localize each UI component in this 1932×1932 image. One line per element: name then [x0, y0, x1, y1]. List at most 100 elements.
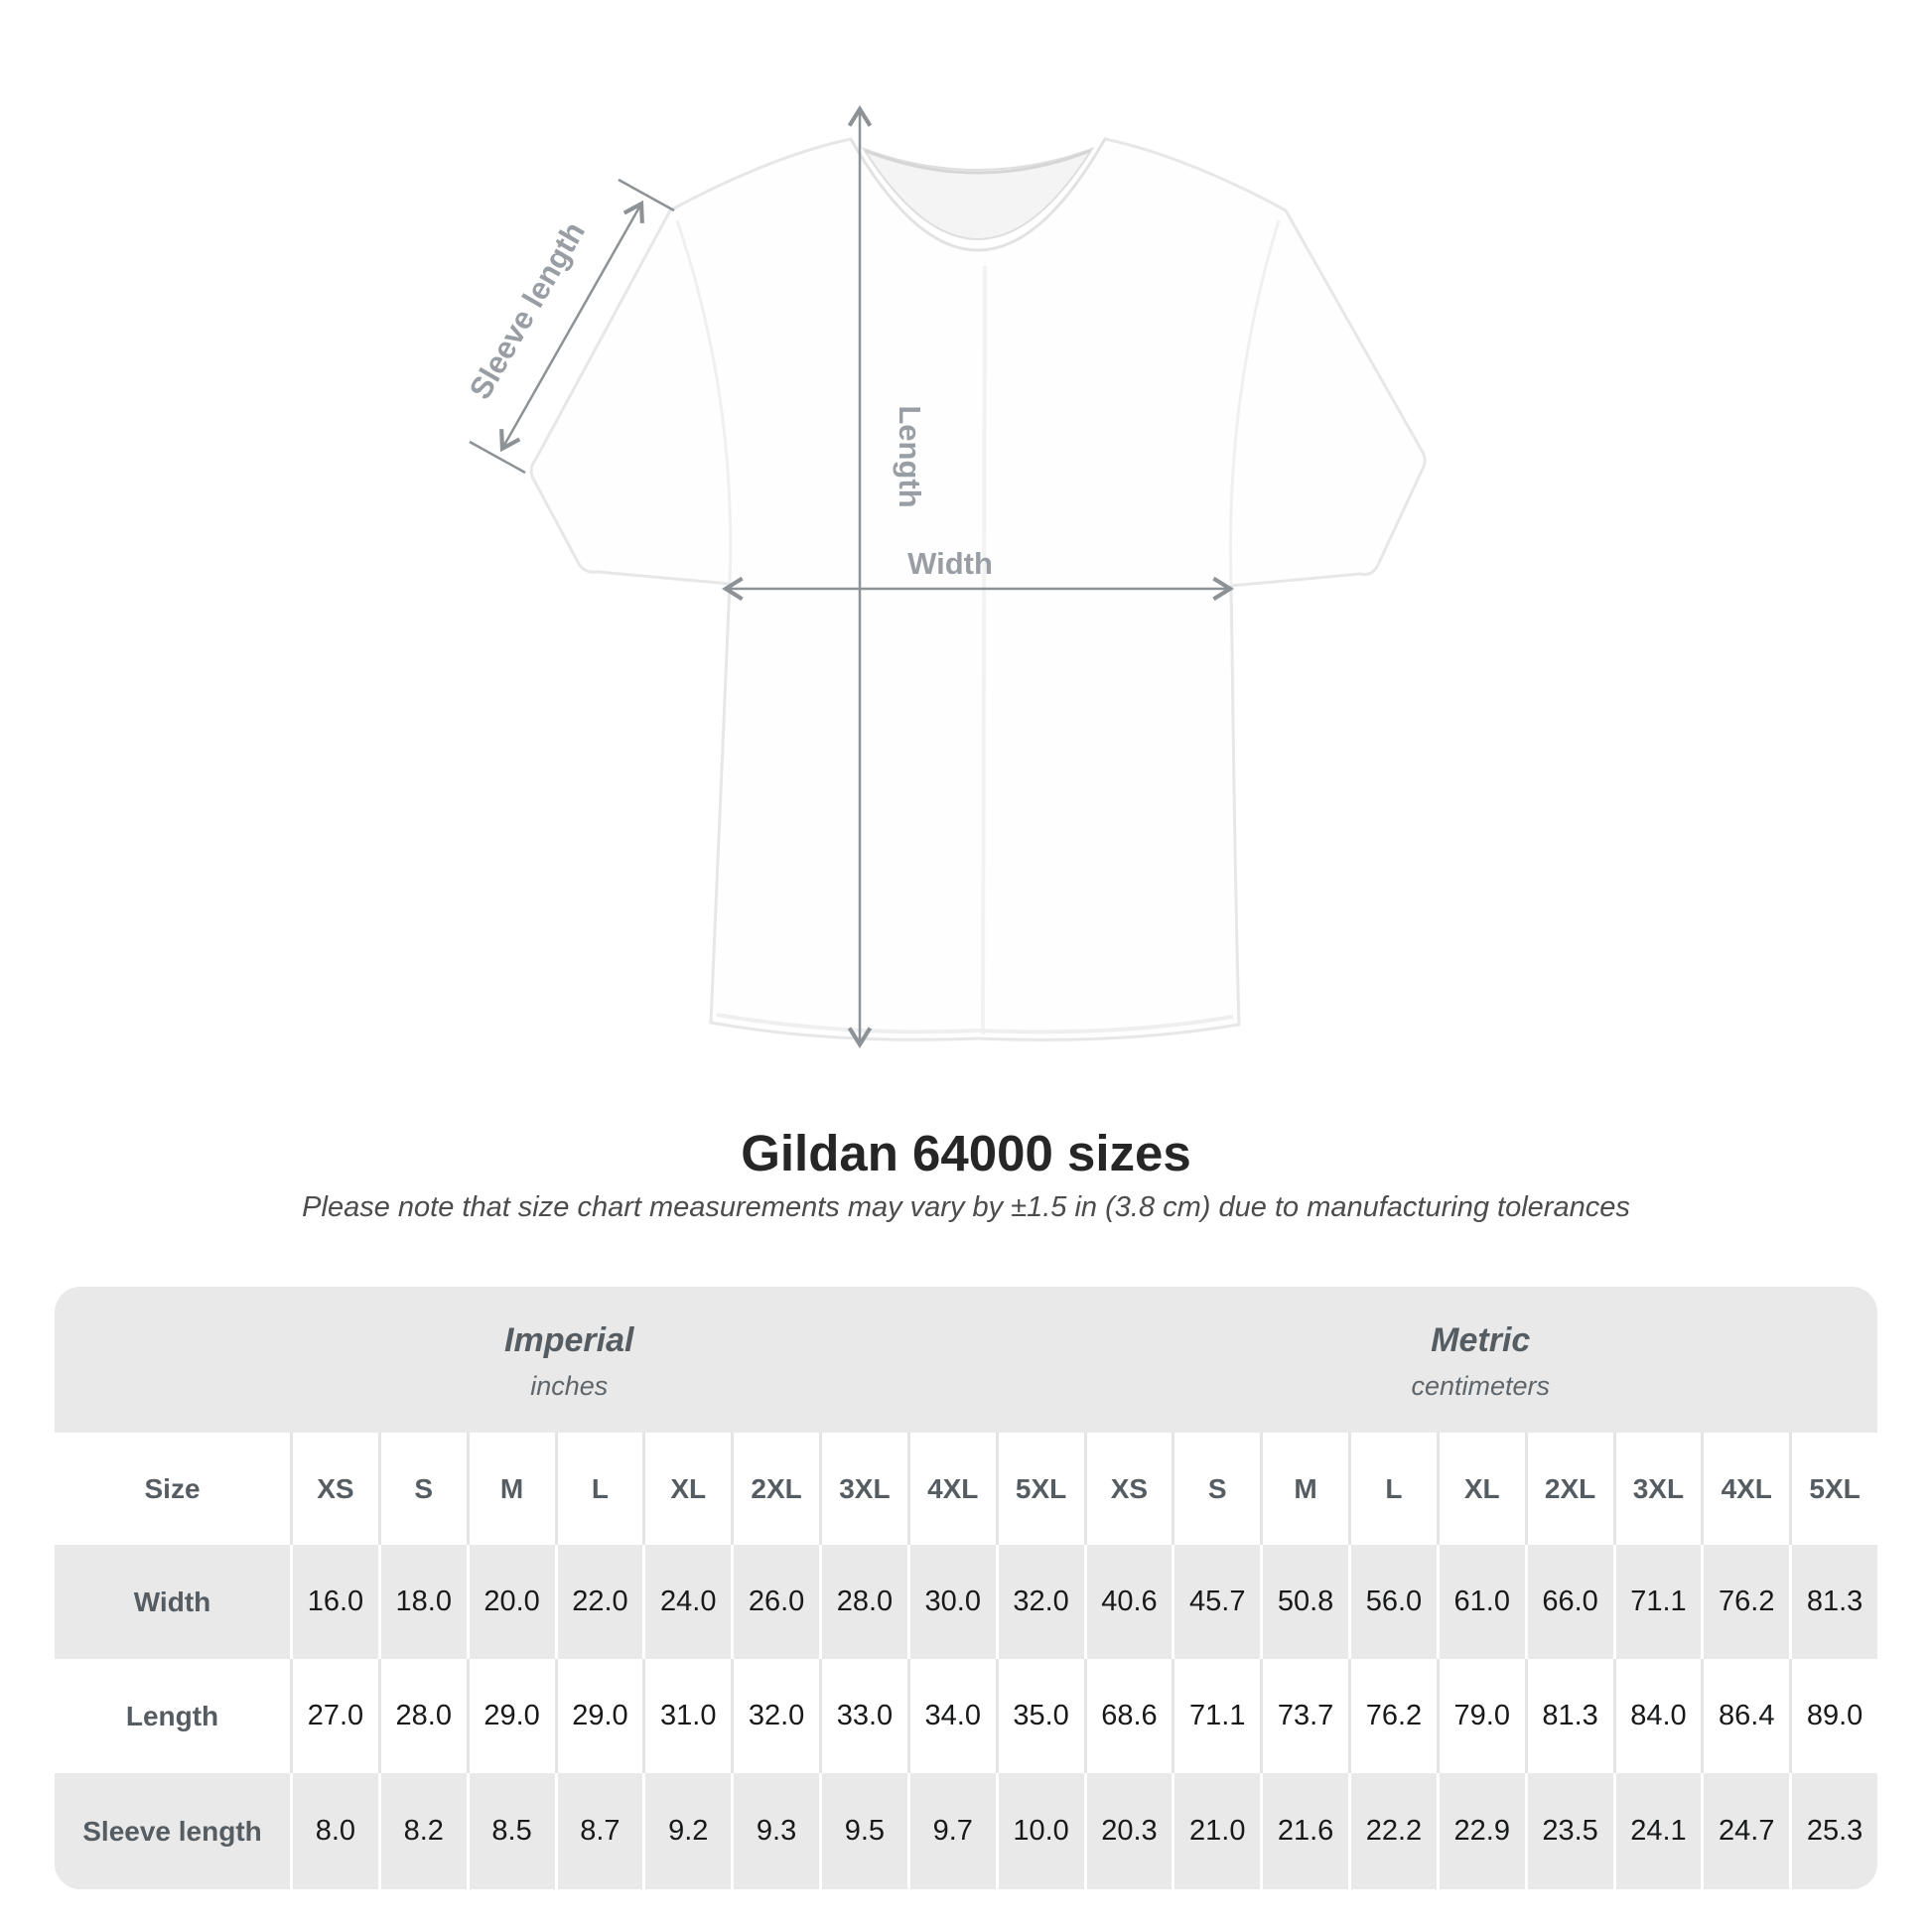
- size-header-metric-m: M: [1260, 1433, 1348, 1545]
- metric-label: Metric: [1431, 1321, 1531, 1359]
- sleeve-arrow-end-cap: [618, 178, 675, 212]
- value-cell: 31.0: [642, 1659, 732, 1773]
- metric-group-header: Metric centimeters: [1084, 1287, 1878, 1433]
- value-cell: 50.8: [1260, 1545, 1348, 1659]
- value-cell: 34.0: [906, 1659, 996, 1773]
- size-header-imperial-xl: XL: [642, 1433, 732, 1545]
- right-sleeve-seam: [1228, 219, 1281, 585]
- size-header-imperial-5xl: 5XL: [995, 1433, 1084, 1545]
- value-cell: 20.3: [1083, 1773, 1173, 1889]
- value-cell: 22.2: [1348, 1773, 1437, 1889]
- value-cell: 10.0: [995, 1773, 1084, 1889]
- sleeve-length-label: Sleeve length: [463, 215, 592, 405]
- size-header-imperial-3xl: 3XL: [819, 1433, 907, 1545]
- sleeve-arrow-start-cap: [469, 440, 526, 475]
- value-cell: 35.0: [995, 1659, 1084, 1773]
- hem-shadow: [716, 1013, 1234, 1035]
- measurement-annotations: [469, 104, 1235, 1049]
- collar-inner-shadow: [865, 149, 1091, 175]
- row-label-length: Length: [55, 1659, 290, 1773]
- value-cell: 16.0: [290, 1545, 378, 1659]
- value-cell: 32.0: [995, 1545, 1084, 1659]
- page-title: Gildan 64000 sizes: [741, 1125, 1191, 1181]
- value-cell: 29.0: [466, 1659, 555, 1773]
- value-cell: 71.1: [1172, 1659, 1261, 1773]
- size-header-metric-s: S: [1172, 1433, 1261, 1545]
- size-header-imperial-2xl: 2XL: [731, 1433, 819, 1545]
- value-cell: 24.7: [1701, 1773, 1790, 1889]
- collar-band-outer: [849, 138, 1107, 251]
- size-header-imperial-4xl: 4XL: [906, 1433, 996, 1545]
- value-cell: 8.2: [377, 1773, 467, 1889]
- width-label: Width: [907, 546, 993, 581]
- value-cell: 28.0: [819, 1545, 907, 1659]
- value-cell: 33.0: [819, 1659, 907, 1773]
- value-cell: 81.3: [1789, 1545, 1877, 1659]
- size-header-metric-l: L: [1348, 1433, 1437, 1545]
- value-cell: 30.0: [906, 1545, 996, 1659]
- value-cell: 24.1: [1612, 1773, 1702, 1889]
- value-cell: 20.0: [466, 1545, 555, 1659]
- value-cell: 76.2: [1348, 1659, 1437, 1773]
- collar-opening: [861, 147, 1095, 240]
- fabric-crease: [981, 265, 987, 1035]
- tolerance-note: Please note that size chart measurements…: [302, 1191, 1630, 1223]
- value-cell: 68.6: [1083, 1659, 1173, 1773]
- size-header-metric-3xl: 3XL: [1612, 1433, 1702, 1545]
- size-column-header: Size: [55, 1433, 290, 1545]
- imperial-group-header: Imperial inches: [55, 1287, 1084, 1433]
- size-header-imperial-m: M: [466, 1433, 555, 1545]
- value-cell: 8.5: [466, 1773, 555, 1889]
- value-cell: 22.9: [1436, 1773, 1525, 1889]
- value-cell: 24.0: [642, 1545, 732, 1659]
- size-header-imperial-l: L: [554, 1433, 643, 1545]
- value-cell: 28.0: [377, 1659, 467, 1773]
- row-label-sleeve-length: Sleeve length: [55, 1773, 290, 1889]
- value-cell: 73.7: [1260, 1659, 1348, 1773]
- size-header-imperial-s: S: [377, 1433, 467, 1545]
- value-cell: 56.0: [1348, 1545, 1437, 1659]
- value-cell: 21.6: [1260, 1773, 1348, 1889]
- size-header-metric-xs: XS: [1083, 1433, 1173, 1545]
- value-cell: 26.0: [731, 1545, 819, 1659]
- row-label-width: Width: [55, 1545, 290, 1659]
- value-cell: 71.1: [1612, 1545, 1702, 1659]
- imperial-unit-label: inches: [530, 1371, 609, 1401]
- left-sleeve-seam: [675, 219, 733, 583]
- value-cell: 8.0: [290, 1773, 378, 1889]
- value-cell: 89.0: [1789, 1659, 1877, 1773]
- value-cell: 8.7: [554, 1773, 643, 1889]
- value-cell: 66.0: [1524, 1545, 1613, 1659]
- value-cell: 45.7: [1172, 1545, 1261, 1659]
- size-header-metric-4xl: 4XL: [1701, 1433, 1790, 1545]
- value-cell: 32.0: [731, 1659, 819, 1773]
- size-header-metric-xl: XL: [1436, 1433, 1525, 1545]
- value-cell: 9.2: [642, 1773, 732, 1889]
- size-table: Imperial inches Metric centimeters Size …: [55, 1287, 1877, 1889]
- sleeve-length-arrow: [469, 178, 675, 475]
- value-cell: 81.3: [1524, 1659, 1613, 1773]
- value-cell: 86.4: [1701, 1659, 1790, 1773]
- value-cell: 22.0: [554, 1545, 643, 1659]
- value-cell: 27.0: [290, 1659, 378, 1773]
- value-cell: 79.0: [1436, 1659, 1525, 1773]
- value-cell: 84.0: [1612, 1659, 1702, 1773]
- value-cell: 40.6: [1083, 1545, 1173, 1659]
- value-cell: 21.0: [1172, 1773, 1261, 1889]
- metric-unit-label: centimeters: [1411, 1371, 1551, 1401]
- value-cell: 76.2: [1701, 1545, 1790, 1659]
- value-cell: 9.5: [819, 1773, 907, 1889]
- size-header-imperial-xs: XS: [290, 1433, 378, 1545]
- value-cell: 18.0: [377, 1545, 467, 1659]
- value-cell: 29.0: [554, 1659, 643, 1773]
- value-cell: 9.3: [731, 1773, 819, 1889]
- length-label: Length: [893, 405, 927, 507]
- size-header-metric-5xl: 5XL: [1789, 1433, 1877, 1545]
- imperial-label: Imperial: [504, 1321, 634, 1359]
- value-cell: 61.0: [1436, 1545, 1525, 1659]
- tshirt-measurement-diagram: Sleeve length Length Width: [463, 104, 1427, 1049]
- size-header-metric-2xl: 2XL: [1524, 1433, 1613, 1545]
- value-cell: 23.5: [1524, 1773, 1613, 1889]
- value-cell: 9.7: [906, 1773, 996, 1889]
- value-cell: 25.3: [1789, 1773, 1877, 1889]
